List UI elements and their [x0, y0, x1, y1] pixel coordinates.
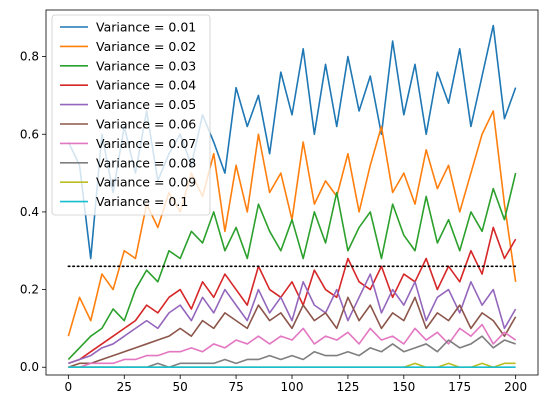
legend: Variance = 0.01 Variance = 0.02 Variance =… [51, 14, 211, 216]
x-tick-label: 200 [504, 380, 527, 394]
x-tick-label: 0 [65, 380, 73, 394]
legend-frame [51, 14, 211, 216]
x-tick-label: 150 [392, 380, 415, 394]
y-tick-label: 0.0 [20, 360, 39, 374]
y-tick-label: 0.4 [20, 205, 39, 219]
y-tick-label: 0.6 [20, 127, 39, 141]
legend-label-1: Variance = 0.01 [96, 20, 196, 35]
legend-label-5: Variance = 0.05 [96, 97, 196, 112]
legend-label-3: Variance = 0.03 [96, 58, 196, 73]
series-line-5 [68, 273, 517, 365]
x-tick-label: 175 [448, 380, 471, 394]
y-tick-label: 0.2 [20, 283, 39, 297]
y-tick-label: 0.8 [20, 50, 39, 64]
y-axis: 0.0 0.2 0.4 0.6 0.8 [20, 50, 46, 374]
x-axis: 0 25 50 75 100 125 150 175 200 [65, 375, 527, 394]
series-line-7 [68, 323, 517, 369]
legend-label-4: Variance = 0.04 [96, 78, 196, 93]
legend-label-2: Variance = 0.02 [96, 39, 196, 54]
x-tick-label: 100 [281, 380, 304, 394]
series-line-6 [68, 296, 517, 368]
legend-label-7: Variance = 0.07 [96, 136, 196, 151]
legend-label-6: Variance = 0.06 [96, 117, 196, 132]
series-line-4 [68, 226, 517, 365]
legend-label-8: Variance = 0.08 [96, 155, 196, 170]
legend-label-10: Variance = 0.1 [96, 194, 188, 209]
series-line-3 [67, 172, 517, 361]
x-tick-label: 50 [173, 380, 188, 394]
x-tick-label: 125 [336, 380, 359, 394]
x-tick-label: 25 [117, 380, 132, 394]
x-tick-label: 75 [228, 380, 243, 394]
legend-label-9: Variance = 0.09 [96, 175, 196, 190]
